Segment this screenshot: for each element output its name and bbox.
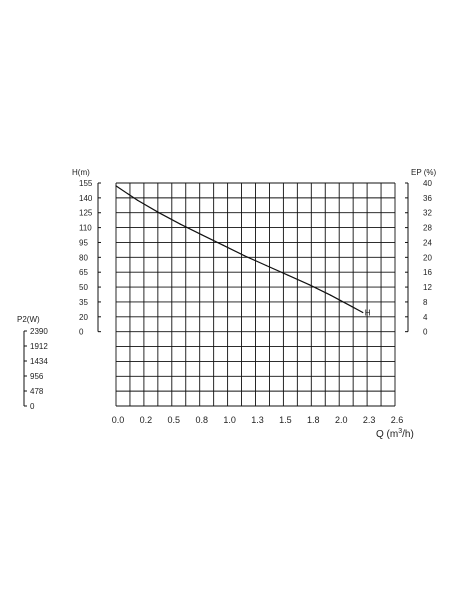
x-axis-title: Q (m3/h) xyxy=(376,428,414,440)
ep-tick-label: 28 xyxy=(423,224,432,233)
h-tick-label: 80 xyxy=(79,253,88,262)
h-curve-point xyxy=(115,185,117,187)
ep-tick-label: 36 xyxy=(423,194,432,203)
x-tick-label: 1.5 xyxy=(279,415,292,425)
ep-tick-label: 32 xyxy=(423,209,432,218)
p2-tick-label: 956 xyxy=(30,372,44,381)
h-curve-point xyxy=(179,223,181,225)
series xyxy=(115,185,364,314)
ep-tick-label: 4 xyxy=(423,313,428,322)
x-tick-label: 2.6 xyxy=(391,415,404,425)
p2-tick-label: 1912 xyxy=(30,342,48,351)
h-tick-label: 20 xyxy=(79,313,88,322)
h-axis-title: H(m) xyxy=(72,168,90,177)
x-tick-label: 0.2 xyxy=(140,415,153,425)
ep-tick-label: 16 xyxy=(423,268,432,277)
p2-axis-title: P2(W) xyxy=(17,315,40,324)
x-tick-label: 2.3 xyxy=(363,415,376,425)
x-tick-label: 2.0 xyxy=(335,415,348,425)
h-tick-label: 50 xyxy=(79,283,88,292)
ep-tick-label: 24 xyxy=(423,238,432,247)
h-curve-point xyxy=(158,212,160,214)
h-tick-label: 0 xyxy=(79,328,84,337)
ep-tick-label: 0 xyxy=(423,328,428,337)
h-tick-label: 125 xyxy=(79,209,93,218)
ep-tick-label: 20 xyxy=(423,253,432,262)
x-tick-label: 1.0 xyxy=(223,415,236,425)
h-curve-point xyxy=(244,255,246,257)
h-curve-point xyxy=(201,234,203,236)
h-curve-point xyxy=(330,294,332,296)
h-tick-label: 35 xyxy=(79,298,88,307)
h-curve-point xyxy=(265,264,267,267)
h-tick-label: 110 xyxy=(79,224,92,233)
x-tick-label: 1.3 xyxy=(251,415,264,425)
ep-tick-label: 12 xyxy=(423,283,432,292)
h-curve-point xyxy=(308,284,310,286)
h-curve-point xyxy=(136,199,139,201)
x-tick-label: 0.8 xyxy=(195,415,208,425)
grid xyxy=(115,182,396,407)
h-tick-label: 155 xyxy=(79,179,93,188)
h-curve-point xyxy=(287,274,289,276)
axes xyxy=(23,182,409,407)
h-curve-line xyxy=(115,185,364,314)
p2-tick-label: 2390 xyxy=(30,327,48,336)
labels: 0.0 0.2 0.5 0.8 1.0 1.3 1.5 1.8 2.0 2.3 2.6 Q (m3/h… xyxy=(17,168,437,440)
h-curve-point xyxy=(351,306,353,308)
h-tick-label: 140 xyxy=(79,194,93,203)
ep-tick-label: 8 xyxy=(423,298,428,307)
x-tick-label: 0.0 xyxy=(112,415,125,425)
ep-tick-label: 40 xyxy=(423,179,432,188)
x-tick-label: 0.5 xyxy=(168,415,181,425)
x-tick-label: 1.8 xyxy=(307,415,320,425)
p2-tick-label: 0 xyxy=(30,402,35,411)
p2-tick-label: 1434 xyxy=(30,357,48,366)
ep-axis-title: EP (%) xyxy=(411,168,437,177)
h-curve-label: H xyxy=(365,308,371,317)
h-tick-label: 95 xyxy=(79,238,88,247)
h-curve-point xyxy=(222,244,224,246)
p2-tick-label: 478 xyxy=(30,387,44,396)
h-curve-point xyxy=(362,311,364,314)
h-tick-label: 65 xyxy=(79,268,88,277)
